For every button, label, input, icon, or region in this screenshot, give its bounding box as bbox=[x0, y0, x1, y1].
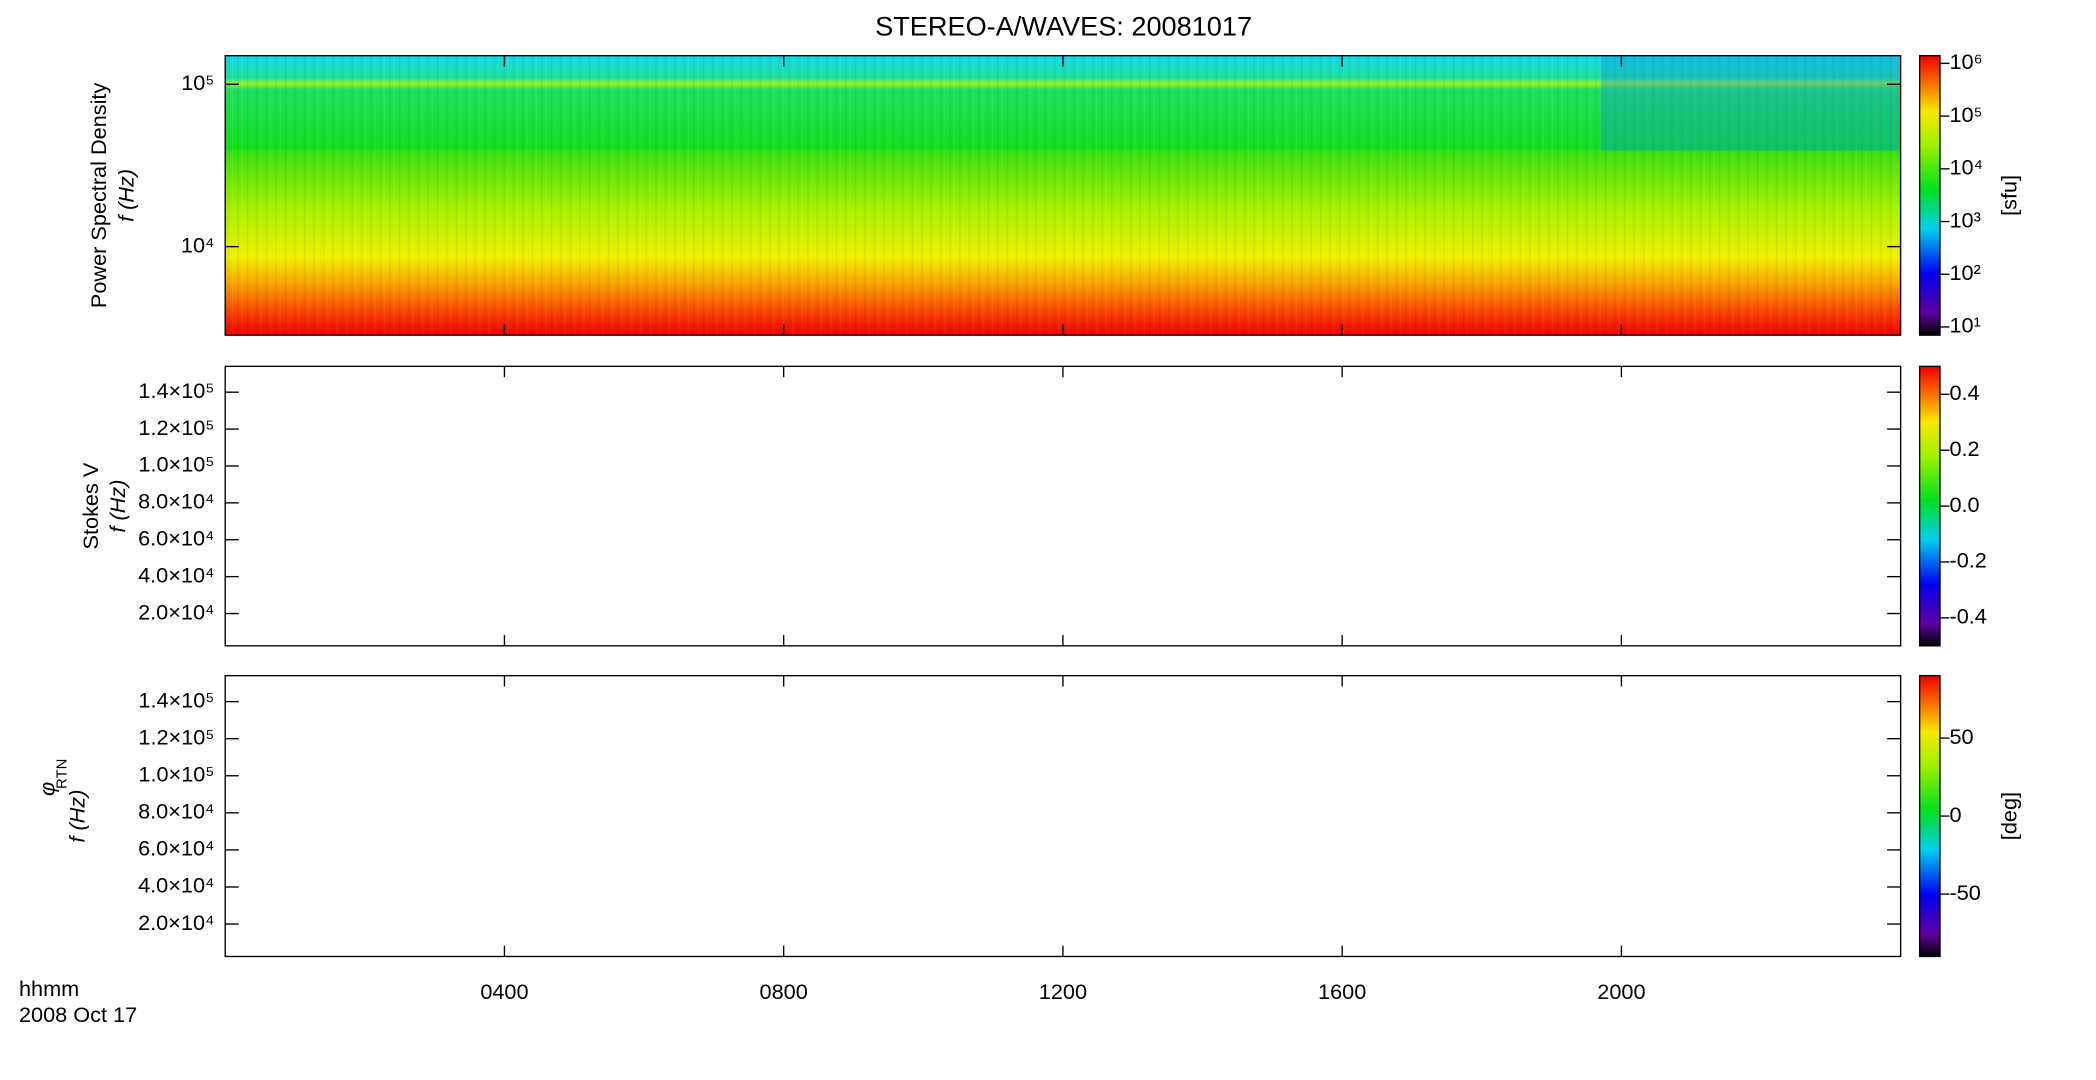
x-tick-label: 0400 bbox=[480, 979, 528, 1004]
y-tick-label: 1.0×10⁵ bbox=[138, 761, 214, 786]
y-axis-label-text: Stokes V bbox=[78, 462, 103, 549]
y-tick-label: 2.0×10⁴ bbox=[138, 599, 214, 624]
x-tick-label: 0800 bbox=[760, 979, 808, 1004]
y-axis-sublabel: f (Hz) bbox=[113, 169, 138, 222]
colorbar-tick-label: 10⁶ bbox=[1949, 49, 1982, 74]
colorbar-tick-label: 50 bbox=[1949, 724, 1973, 749]
colorbar-tick-label: 0.0 bbox=[1949, 492, 1979, 517]
x-axis-sublabel: 2008 Oct 17 bbox=[19, 1002, 137, 1027]
colorbar bbox=[1918, 55, 1941, 336]
y-tick-label: 8.0×10⁴ bbox=[138, 799, 214, 824]
spectrogram-feature bbox=[1600, 55, 1901, 151]
y-axis-sublabel: f (Hz) bbox=[105, 480, 130, 533]
colorbar-tick-label: 0 bbox=[1949, 802, 1961, 827]
y-tick-label: 4.0×10⁴ bbox=[138, 873, 214, 898]
x-axis-label: hhmm bbox=[19, 976, 79, 1001]
spectrogram-texture bbox=[225, 55, 1901, 336]
colorbar bbox=[1918, 674, 1941, 958]
y-tick-label: 2.0×10⁴ bbox=[138, 910, 214, 935]
colorbar-tick-label: 10¹ bbox=[1949, 313, 1980, 338]
y-tick-label: 1.2×10⁵ bbox=[138, 415, 214, 440]
y-axis-label-text: φ bbox=[35, 782, 60, 796]
plot-frame bbox=[224, 674, 1902, 958]
plot-frame bbox=[224, 365, 1902, 647]
colorbar-tick-label: -0.4 bbox=[1949, 604, 1986, 629]
colorbar-tick-label: 10³ bbox=[1949, 207, 1980, 232]
y-axis-label-sub: RTN bbox=[53, 759, 70, 789]
y-axis-label: Power Spectral Density f (Hz) bbox=[86, 83, 138, 309]
colorbar bbox=[1918, 365, 1941, 647]
y-axis-label-text: Power Spectral Density bbox=[86, 83, 111, 309]
y-tick-label: 10⁵ bbox=[181, 70, 214, 95]
y-tick-label: 1.0×10⁵ bbox=[138, 452, 214, 477]
y-axis-sublabel: f (Hz) bbox=[64, 790, 89, 843]
x-tick-label: 2000 bbox=[1597, 979, 1645, 1004]
colorbar-tick-label: 10⁵ bbox=[1949, 102, 1982, 127]
colorbar-tick-label: 0.4 bbox=[1949, 380, 1979, 405]
colorbar-tick-label: -0.2 bbox=[1949, 548, 1986, 573]
colorbar-tick-label: 0.2 bbox=[1949, 436, 1979, 461]
x-tick-label: 1200 bbox=[1039, 979, 1087, 1004]
y-tick-label: 1.2×10⁵ bbox=[138, 724, 214, 749]
colorbar-tick-label: 10⁴ bbox=[1949, 155, 1982, 180]
colorbar-tick-label: 10² bbox=[1949, 260, 1980, 285]
y-tick-label: 1.4×10⁵ bbox=[138, 378, 214, 403]
y-tick-label: 8.0×10⁴ bbox=[138, 489, 214, 514]
y-tick-label: 6.0×10⁴ bbox=[138, 836, 214, 861]
y-tick-label: 1.4×10⁵ bbox=[138, 687, 214, 712]
colorbar-tick-label: -50 bbox=[1949, 880, 1980, 905]
y-tick-label: 10⁴ bbox=[181, 232, 214, 257]
colorbar-label: [deg] bbox=[1996, 792, 2021, 840]
colorbar-label: [sfu] bbox=[1996, 175, 2021, 216]
y-tick-label: 4.0×10⁴ bbox=[138, 562, 214, 587]
chart-title: STEREO-A/WAVES: 20081017 bbox=[875, 11, 1252, 42]
x-tick-label: 1600 bbox=[1318, 979, 1366, 1004]
y-tick-label: 6.0×10⁴ bbox=[138, 525, 214, 550]
